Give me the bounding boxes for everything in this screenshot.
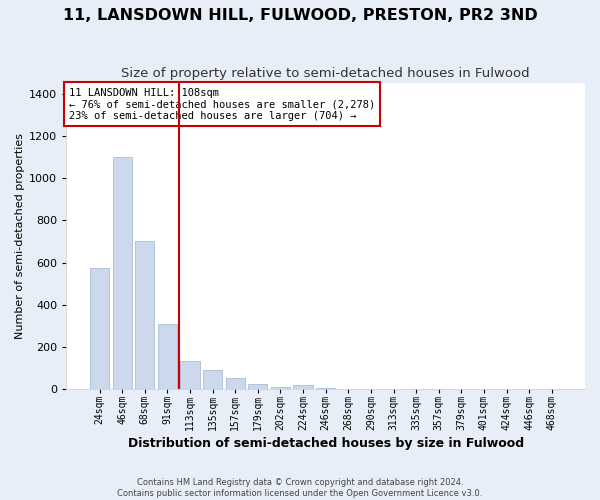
Y-axis label: Number of semi-detached properties: Number of semi-detached properties (15, 133, 25, 339)
Bar (113, 157, 132, 389)
Bar (226, 378, 245, 389)
Bar (203, 370, 222, 389)
Bar (316, 388, 335, 389)
Bar (248, 384, 268, 389)
Bar (135, 242, 154, 389)
Bar (271, 387, 290, 389)
Title: Size of property relative to semi-detached houses in Fulwood: Size of property relative to semi-detach… (121, 68, 530, 80)
X-axis label: Distribution of semi-detached houses by size in Fulwood: Distribution of semi-detached houses by … (128, 437, 524, 450)
Text: 11 LANSDOWN HILL: 108sqm
← 76% of semi-detached houses are smaller (2,278)
23% o: 11 LANSDOWN HILL: 108sqm ← 76% of semi-d… (69, 88, 375, 121)
Bar (181, 360, 200, 389)
Text: 11, LANSDOWN HILL, FULWOOD, PRESTON, PR2 3ND: 11, LANSDOWN HILL, FULWOOD, PRESTON, PR2… (62, 8, 538, 22)
Text: Contains HM Land Registry data © Crown copyright and database right 2024.
Contai: Contains HM Land Registry data © Crown c… (118, 478, 482, 498)
Bar (158, 324, 177, 389)
Bar (293, 385, 313, 389)
Bar (90, 268, 109, 389)
